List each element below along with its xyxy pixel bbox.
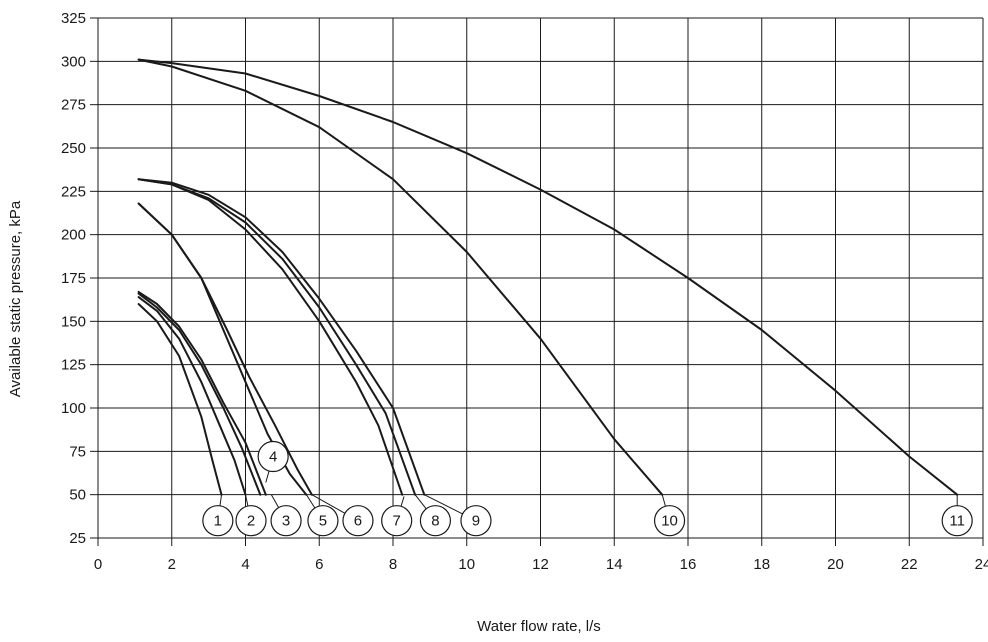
curve-label-11: 11 xyxy=(941,494,973,537)
y-tick-label: 125 xyxy=(61,357,86,374)
y-tick-label: 150 xyxy=(61,313,86,330)
series-line-11 xyxy=(137,58,959,496)
x-tick-label: 20 xyxy=(827,556,844,573)
curve-label-circle xyxy=(342,505,374,537)
x-tick-label: 12 xyxy=(532,556,549,573)
curve-label-leader xyxy=(305,494,316,509)
x-tick-label: 18 xyxy=(753,556,770,573)
curve-label-9: 9 xyxy=(424,494,492,537)
curve-label-text: 1 xyxy=(214,513,222,530)
curve-label-leader xyxy=(414,494,427,510)
curve-label-text: 5 xyxy=(319,513,327,530)
curve-label-circle xyxy=(419,505,452,537)
curve-label-circle xyxy=(941,505,973,537)
curve-label-circle xyxy=(653,505,686,537)
curve-label-leader xyxy=(265,470,270,483)
curve-label-7: 7 xyxy=(381,496,413,537)
x-tick-label: 14 xyxy=(606,556,623,573)
curve-label-leader xyxy=(661,494,666,507)
y-tick-label: 275 xyxy=(61,97,86,114)
curve-label-text: 6 xyxy=(354,513,362,530)
curve-label-5: 5 xyxy=(305,494,339,537)
series-line-1 xyxy=(137,303,223,496)
series-line-4 xyxy=(137,290,267,496)
curve-label-text: 11 xyxy=(949,513,965,530)
x-tick-label: 6 xyxy=(315,556,323,573)
x-axis-label: Water flow rate, l/s xyxy=(477,618,601,635)
curve-label-3: 3 xyxy=(270,494,302,537)
curve-label-circle xyxy=(235,505,267,537)
curve-label-leader xyxy=(311,494,346,514)
x-tick-label: 16 xyxy=(680,556,697,573)
curve-label-2: 2 xyxy=(235,494,267,537)
series-line-3 xyxy=(137,292,262,496)
y-tick-label: 225 xyxy=(61,183,86,200)
series-line-10 xyxy=(137,58,664,496)
y-tick-label: 100 xyxy=(61,400,86,417)
curve-label-1: 1 xyxy=(202,494,234,537)
series-line-2 xyxy=(137,296,247,496)
curve-label-text: 4 xyxy=(269,449,277,466)
y-axis-label: Available static pressure, kPa xyxy=(7,200,24,397)
curve-label-circle xyxy=(381,505,413,537)
y-tick-label: 300 xyxy=(61,53,86,70)
grid xyxy=(90,17,984,546)
curve-label-8: 8 xyxy=(414,494,452,537)
x-tick-label: 24 xyxy=(975,556,988,573)
x-tick-label: 10 xyxy=(458,556,475,573)
curve-label-text: 3 xyxy=(282,513,290,530)
curve-label-circle xyxy=(460,505,492,537)
x-tick-label: 22 xyxy=(901,556,918,573)
curve-label-6: 6 xyxy=(311,494,374,537)
curve-label-circle xyxy=(257,440,289,473)
y-tick-label: 50 xyxy=(69,487,86,504)
series-lines xyxy=(137,58,959,496)
y-tick-label: 75 xyxy=(69,443,86,460)
y-tick-label: 175 xyxy=(61,270,86,287)
series-line-9 xyxy=(137,178,426,496)
y-tick-label: 200 xyxy=(61,227,86,244)
curve-label-leader xyxy=(219,494,223,506)
curve-label-text: 9 xyxy=(472,513,480,530)
series-line-8 xyxy=(137,178,417,496)
y-tick-label: 250 xyxy=(61,140,86,157)
curve-label-circle xyxy=(270,505,302,537)
curve-label-leader xyxy=(245,494,249,507)
curve-label-4: 4 xyxy=(257,440,289,483)
curve-label-text: 10 xyxy=(661,513,678,530)
axis-ticks: 0 2 4 6 8 10 12 14 16 18 20 22 242550751001251501752… xyxy=(61,10,988,573)
curve-label-text: 7 xyxy=(393,513,401,530)
curve-label-leader xyxy=(400,496,405,507)
curve-label-leader xyxy=(424,494,463,515)
x-tick-label: 8 xyxy=(389,556,397,573)
x-tick-label: 2 xyxy=(168,556,176,573)
x-tick-label: 4 xyxy=(241,556,249,573)
curve-label-text: 2 xyxy=(247,513,255,530)
y-tick-label: 325 xyxy=(61,10,86,27)
curve-label-circle xyxy=(202,505,234,537)
curve-label-circle xyxy=(307,505,339,537)
y-tick-label: 25 xyxy=(69,530,86,547)
curve-labels: 1 2 3 4 5 6 7 8 9 10 11 xyxy=(202,440,973,537)
x-tick-label: 0 xyxy=(94,556,102,573)
curve-label-text: 8 xyxy=(431,513,439,530)
curve-label-leader xyxy=(270,494,280,508)
series-line-6 xyxy=(137,202,313,496)
curve-label-10: 10 xyxy=(653,494,686,537)
